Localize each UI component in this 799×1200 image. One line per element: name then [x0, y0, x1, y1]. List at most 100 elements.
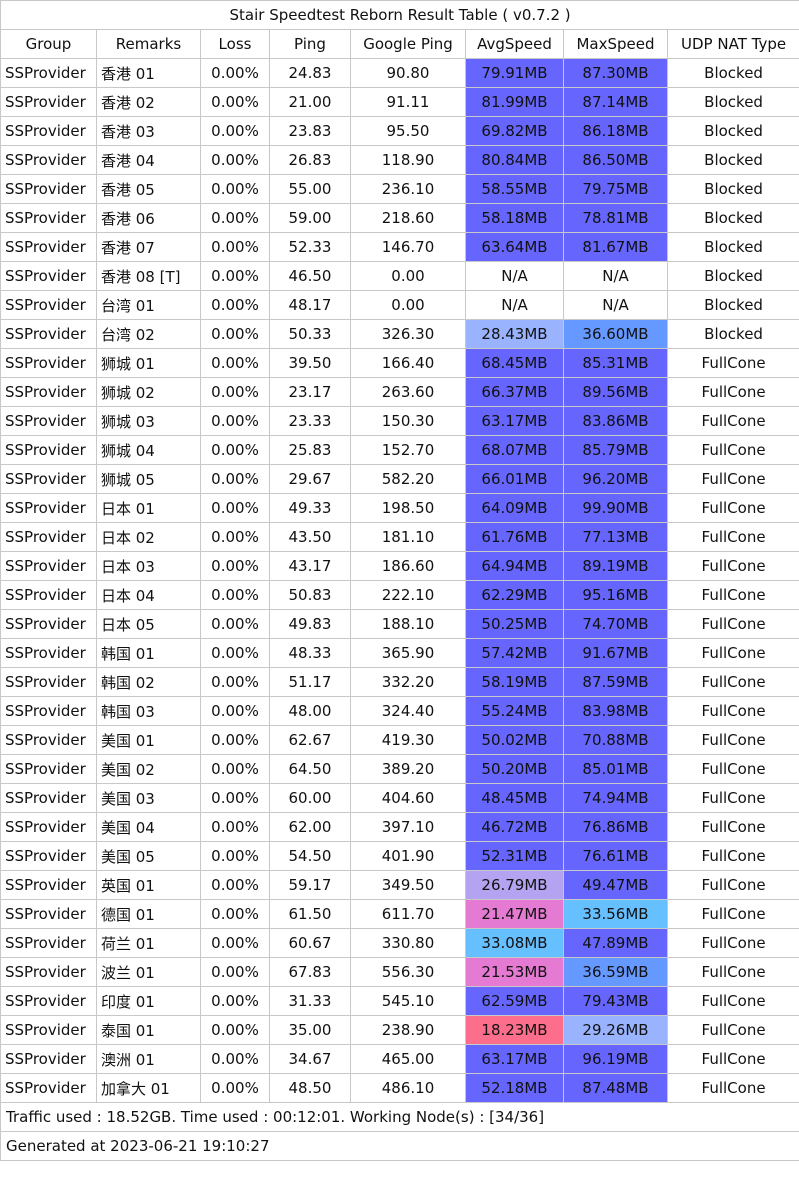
cell-remarks: 波兰 01	[96, 957, 201, 987]
table-row: SSProvider 美国 04 0.00% 62.00 397.10 46.72MB 76…	[0, 812, 799, 842]
cell-remarks: 日本 02	[96, 522, 201, 552]
cell-max-speed: 85.79MB	[563, 435, 668, 465]
cell-max-speed: 85.31MB	[563, 348, 668, 378]
cell-google-ping: 486.10	[350, 1073, 466, 1103]
cell-remarks: 美国 03	[96, 783, 201, 813]
cell-loss: 0.00%	[200, 580, 270, 610]
table-row: SSProvider 香港 05 0.00% 55.00 236.10 58.55MB 79…	[0, 174, 799, 204]
cell-ping: 24.83	[269, 58, 351, 88]
cell-google-ping: 90.80	[350, 58, 466, 88]
cell-remarks: 香港 01	[96, 58, 201, 88]
cell-udp-nat-type: FullCone	[666, 493, 799, 523]
cell-group: SSProvider	[0, 406, 97, 436]
cell-remarks: 韩国 01	[96, 638, 201, 668]
cell-loss: 0.00%	[200, 1044, 270, 1074]
cell-udp-nat-type: FullCone	[666, 899, 799, 929]
col-header-ping: Ping	[269, 29, 351, 59]
cell-remarks: 台湾 01	[96, 290, 201, 320]
cell-avg-speed: 50.20MB	[465, 754, 564, 784]
cell-max-speed: 96.20MB	[563, 464, 668, 494]
cell-loss: 0.00%	[200, 348, 270, 378]
table-row: SSProvider 荷兰 01 0.00% 60.67 330.80 33.08MB 47…	[0, 928, 799, 958]
cell-max-speed: 87.59MB	[563, 667, 668, 697]
cell-group: SSProvider	[0, 58, 97, 88]
table-row: SSProvider 澳洲 01 0.00% 34.67 465.00 63.17MB 96…	[0, 1044, 799, 1074]
cell-udp-nat-type: Blocked	[666, 174, 799, 204]
table-row: SSProvider 韩国 02 0.00% 51.17 332.20 58.19MB 87…	[0, 667, 799, 697]
cell-loss: 0.00%	[200, 812, 270, 842]
table-row: SSProvider 狮城 01 0.00% 39.50 166.40 68.45MB 85…	[0, 348, 799, 378]
cell-max-speed: 89.19MB	[563, 551, 668, 581]
cell-group: SSProvider	[0, 580, 97, 610]
cell-group: SSProvider	[0, 725, 97, 755]
cell-group: SSProvider	[0, 812, 97, 842]
cell-remarks: 日本 03	[96, 551, 201, 581]
cell-remarks: 狮城 03	[96, 406, 201, 436]
cell-ping: 26.83	[269, 145, 351, 175]
cell-avg-speed: 21.47MB	[465, 899, 564, 929]
cell-remarks: 荷兰 01	[96, 928, 201, 958]
cell-remarks: 加拿大 01	[96, 1073, 201, 1103]
cell-avg-speed: 21.53MB	[465, 957, 564, 987]
cell-udp-nat-type: Blocked	[666, 145, 799, 175]
cell-group: SSProvider	[0, 609, 97, 639]
cell-max-speed: 74.94MB	[563, 783, 668, 813]
cell-avg-speed: 62.59MB	[465, 986, 564, 1016]
cell-group: SSProvider	[0, 319, 97, 349]
cell-avg-speed: 50.02MB	[465, 725, 564, 755]
cell-max-speed: 49.47MB	[563, 870, 668, 900]
cell-group: SSProvider	[0, 174, 97, 204]
col-header-remarks: Remarks	[96, 29, 201, 59]
cell-max-speed: 76.86MB	[563, 812, 668, 842]
cell-loss: 0.00%	[200, 232, 270, 262]
cell-group: SSProvider	[0, 348, 97, 378]
cell-avg-speed: N/A	[465, 290, 564, 320]
header-row: Group Remarks Loss Ping Google Ping AvgS…	[0, 29, 799, 59]
cell-max-speed: 95.16MB	[563, 580, 668, 610]
cell-remarks: 狮城 01	[96, 348, 201, 378]
table-row: SSProvider 狮城 05 0.00% 29.67 582.20 66.01MB 96…	[0, 464, 799, 494]
cell-max-speed: 87.14MB	[563, 87, 668, 117]
table-row: SSProvider 日本 04 0.00% 50.83 222.10 62.29MB 95…	[0, 580, 799, 610]
cell-avg-speed: 64.09MB	[465, 493, 564, 523]
cell-ping: 23.17	[269, 377, 351, 407]
cell-google-ping: 181.10	[350, 522, 466, 552]
cell-google-ping: 150.30	[350, 406, 466, 436]
cell-loss: 0.00%	[200, 87, 270, 117]
cell-ping: 35.00	[269, 1015, 351, 1045]
cell-udp-nat-type: FullCone	[666, 841, 799, 871]
cell-group: SSProvider	[0, 870, 97, 900]
cell-loss: 0.00%	[200, 493, 270, 523]
col-header-google-ping: Google Ping	[350, 29, 466, 59]
cell-avg-speed: 50.25MB	[465, 609, 564, 639]
cell-udp-nat-type: FullCone	[666, 783, 799, 813]
cell-avg-speed: 66.01MB	[465, 464, 564, 494]
cell-max-speed: 91.67MB	[563, 638, 668, 668]
cell-google-ping: 465.00	[350, 1044, 466, 1074]
footer-row-traffic: Traffic used : 18.52GB. Time used : 00:1…	[0, 1102, 799, 1132]
cell-avg-speed: 57.42MB	[465, 638, 564, 668]
cell-ping: 21.00	[269, 87, 351, 117]
cell-avg-speed: 81.99MB	[465, 87, 564, 117]
cell-udp-nat-type: FullCone	[666, 638, 799, 668]
cell-avg-speed: 69.82MB	[465, 116, 564, 146]
cell-group: SSProvider	[0, 232, 97, 262]
cell-remarks: 德国 01	[96, 899, 201, 929]
cell-loss: 0.00%	[200, 928, 270, 958]
cell-google-ping: 389.20	[350, 754, 466, 784]
cell-loss: 0.00%	[200, 290, 270, 320]
cell-remarks: 狮城 04	[96, 435, 201, 465]
cell-google-ping: 152.70	[350, 435, 466, 465]
cell-ping: 48.33	[269, 638, 351, 668]
cell-google-ping: 0.00	[350, 261, 466, 291]
cell-max-speed: 99.90MB	[563, 493, 668, 523]
cell-remarks: 日本 05	[96, 609, 201, 639]
cell-avg-speed: 63.64MB	[465, 232, 564, 262]
traffic-summary: Traffic used : 18.52GB. Time used : 00:1…	[0, 1102, 799, 1132]
cell-udp-nat-type: Blocked	[666, 261, 799, 291]
cell-google-ping: 324.40	[350, 696, 466, 726]
table-row: SSProvider 香港 01 0.00% 24.83 90.80 79.91MB 87.…	[0, 58, 799, 88]
cell-google-ping: 198.50	[350, 493, 466, 523]
cell-loss: 0.00%	[200, 638, 270, 668]
cell-google-ping: 188.10	[350, 609, 466, 639]
